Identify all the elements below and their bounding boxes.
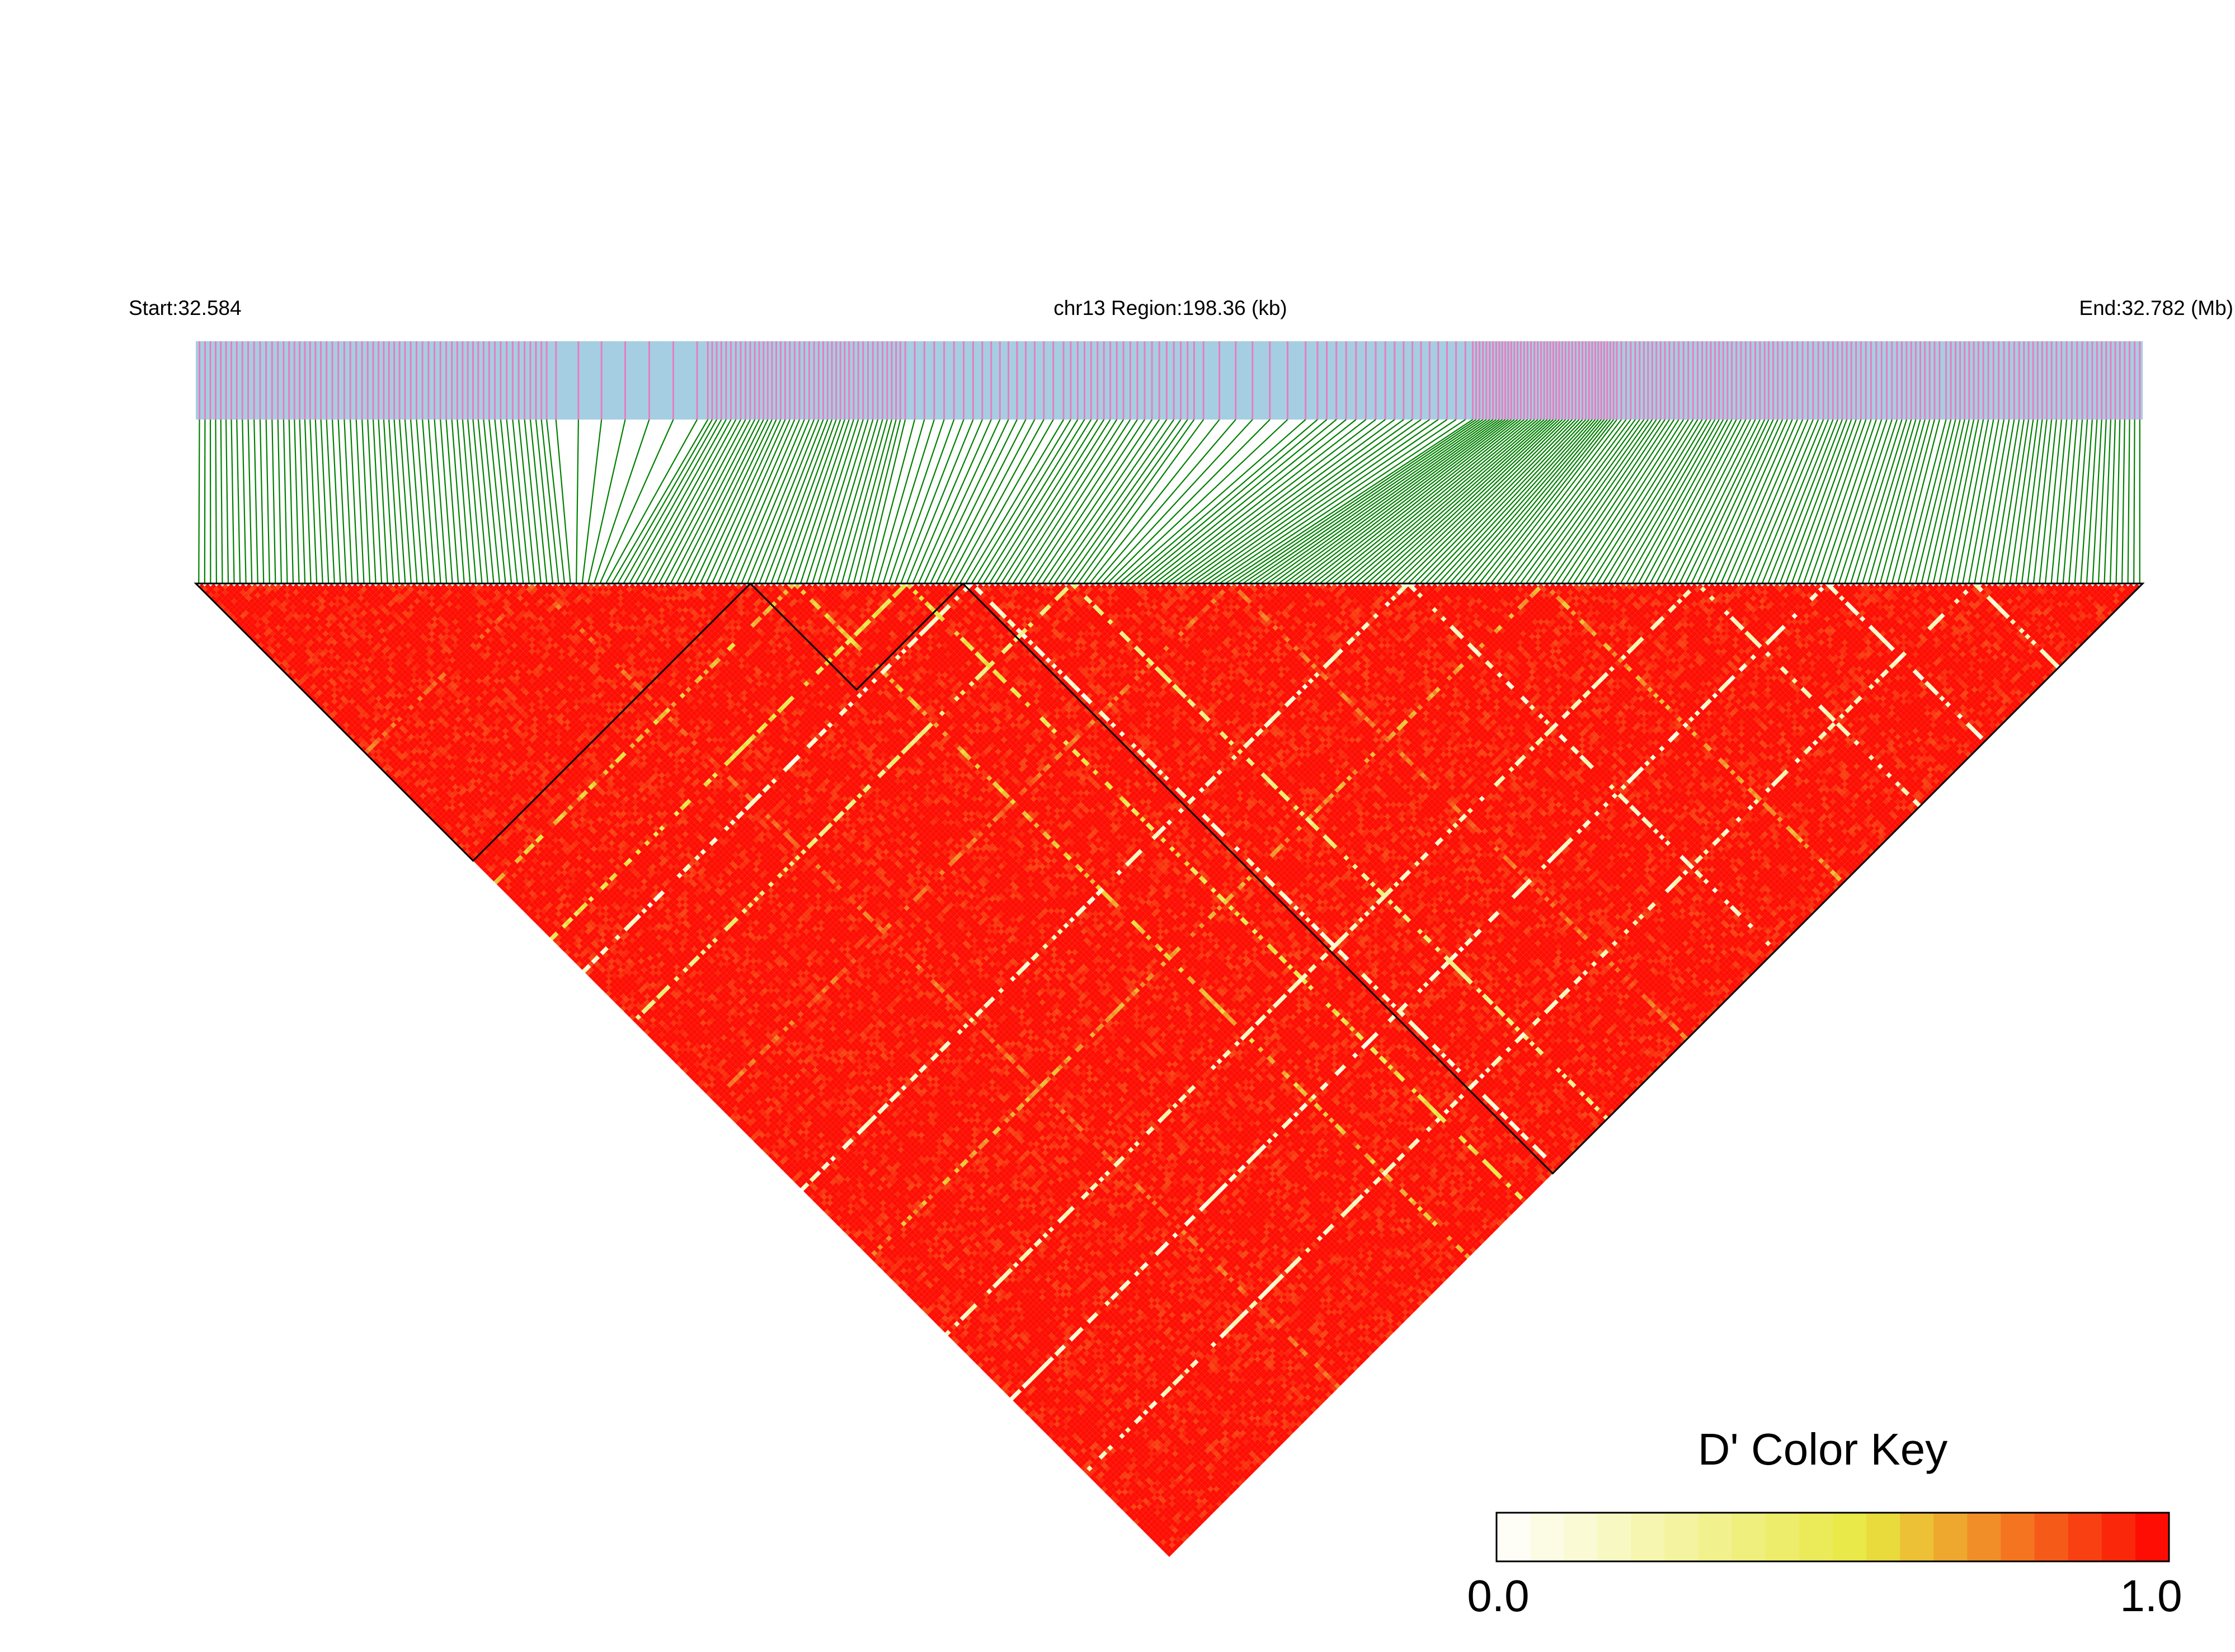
region-start-label: Start:32.584 [129, 296, 242, 319]
snp-connector [215, 420, 217, 583]
snp-position-track [196, 341, 2143, 420]
region-title-label: chr13 Region:198.36 (kb) [1053, 296, 1287, 319]
region-end-label: End:32.782 (Mb) [2079, 296, 2233, 319]
